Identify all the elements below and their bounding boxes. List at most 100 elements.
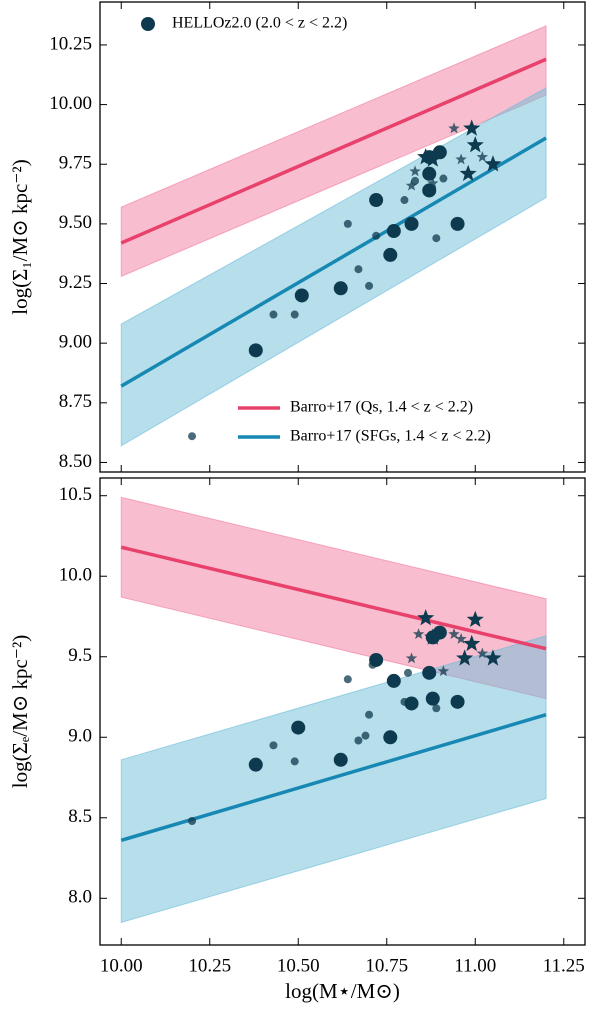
star-point [417,148,435,165]
x-tick-label: 11.25 [543,955,585,976]
star-point [448,122,460,134]
y-tick-label: 8.5 [68,806,92,827]
circle-point [290,757,299,766]
star-point [409,165,421,177]
circle-point [188,817,197,826]
star-point [463,119,481,136]
circle-point [432,145,447,160]
y-tick-label: 9.50 [59,212,92,233]
y-tick-label: 9.75 [59,153,92,174]
circle-point [248,343,263,358]
star-point [484,155,502,172]
y-tick-label: 10.5 [59,484,92,505]
line [120,136,547,388]
legend-label: HELLOz2.0 (2.0 < z < 2.2) [172,15,347,32]
circle-point [422,183,437,198]
circle-point [383,730,398,745]
star-point [455,633,467,644]
y-tick-label: 8.75 [59,391,92,412]
x-tick-label: 11.00 [454,955,496,976]
star-point [437,665,450,677]
plot-area [120,496,547,924]
y-tick-label: 9.00 [59,332,92,353]
circle-point [248,757,263,772]
x-tick-label: 10.25 [188,955,231,976]
frame [99,1,586,473]
circle-point [404,696,419,711]
circle-point [354,265,363,274]
circle-point [269,741,278,750]
star-point [476,647,489,659]
star-point [412,628,425,640]
star-point [424,150,442,167]
y-tick-label: 10.25 [49,33,92,54]
circle-point [425,691,440,706]
y-tick-label: 9.25 [59,272,92,293]
legend-marker [141,17,155,31]
circle-point [372,231,381,240]
circle-point [411,176,420,185]
circle-point [450,216,465,231]
circle-point [294,288,309,303]
circle-point [343,675,352,684]
circle-point [422,166,437,181]
star-point [484,649,502,666]
star-point [476,151,489,162]
circle-point [386,673,401,688]
circle-point [432,704,441,713]
circle-point [365,281,374,290]
circle-point [404,216,419,231]
y-tick-label: 8.0 [68,887,92,908]
circle-point [290,310,299,319]
star-point [417,609,435,626]
y-axis-label: log(Σ₁/M⊙ kpc⁻²) [8,159,32,314]
circle-point [383,247,398,262]
circle-point [291,720,306,735]
y-tick-label: 8.50 [59,451,92,472]
legend-label: Barro+17 (SFGs, 1.4 < z < 2.2) [290,428,491,445]
star-point [456,649,474,666]
circle-point [333,281,348,296]
star-point [459,164,477,182]
star-point [448,628,460,640]
line [120,545,547,651]
circle-point [450,694,465,709]
star-point [463,634,481,652]
circle-point [269,310,278,319]
legend-label: Barro+17 (Qs, 1.4 < z < 2.2) [290,399,473,416]
circle-point [365,710,374,719]
y-tick-label: 9.0 [68,726,92,747]
circle-point [400,196,409,205]
x-axis-label: log(M⋆/M⊙) [285,979,400,1003]
circle-point [400,697,409,706]
frame [99,477,586,946]
star-point [455,153,467,165]
star-point [405,179,418,191]
circle-point [432,234,441,243]
x-tick-label: 10.50 [277,955,320,976]
circle-point [333,752,348,767]
line [120,57,547,245]
star-point [466,136,484,153]
circle-point [368,660,377,669]
circle-point [386,224,401,239]
x-tick-label: 10.00 [100,955,143,976]
y-tick-label: 9.5 [68,645,92,666]
x-tick-label: 10.75 [365,955,408,976]
star-point [466,610,484,627]
star-point [427,177,439,189]
circle-point [369,193,384,208]
y-tick-label: 10.00 [49,93,92,114]
circle-point [361,731,370,740]
star-point [424,628,442,645]
y-tick-label: 10.0 [59,565,92,586]
circle-point [422,665,437,680]
circle-point [354,736,363,745]
circle-point [403,668,412,677]
plot-area [120,25,547,447]
star-point [405,652,418,664]
circle-point [343,219,352,228]
circle-point [439,174,448,183]
y-axis-label: log(Σₑ/M⊙ kpc⁻²) [8,635,32,788]
